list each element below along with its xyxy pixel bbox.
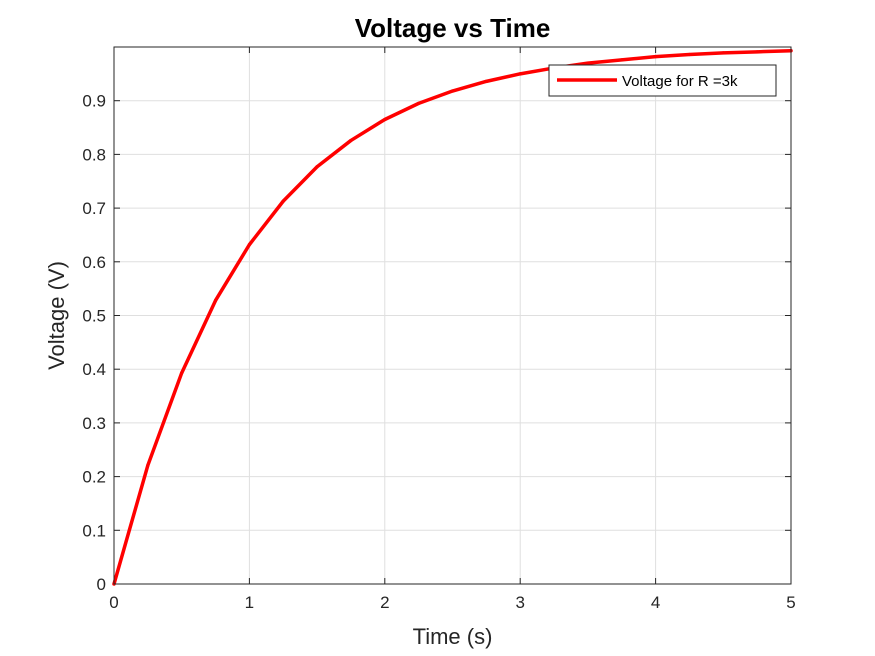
y-tick-label: 0.8 — [82, 145, 106, 164]
grid-lines — [114, 47, 791, 584]
data-point — [620, 58, 624, 62]
y-tick-label: 0 — [97, 575, 106, 594]
data-point — [721, 51, 725, 55]
y-tick-label: 0.1 — [82, 521, 106, 540]
data-point — [349, 138, 353, 143]
x-tick-label: 3 — [515, 593, 524, 612]
x-tick-label: 5 — [786, 593, 795, 612]
x-tick-label: 1 — [245, 593, 254, 612]
x-tick-label: 2 — [380, 593, 389, 612]
data-point — [383, 117, 387, 122]
y-tick-labels: 0 0.1 0.2 0.3 0.4 0.5 0.6 0.7 0.8 0.9 — [82, 92, 106, 594]
legend-entry-voltage: Voltage for R =3k — [622, 73, 738, 90]
y-tick-label: 0.2 — [82, 468, 106, 487]
data-point — [213, 298, 218, 303]
tick-marks — [113, 47, 792, 585]
data-point — [180, 371, 184, 375]
x-tick-label: 0 — [109, 593, 118, 612]
data-point — [654, 55, 658, 59]
y-tick-label: 0.5 — [82, 307, 106, 326]
data-point — [315, 165, 319, 169]
data-point — [687, 52, 692, 57]
legend: Voltage for R =3k — [548, 64, 777, 97]
y-axis-label: Voltage (V) — [44, 261, 69, 370]
data-point — [518, 72, 522, 76]
data-point — [146, 463, 150, 467]
data-point — [417, 101, 421, 105]
data-point — [484, 79, 488, 83]
x-tick-label: 4 — [651, 593, 660, 612]
y-tick-label: 0.9 — [82, 92, 106, 111]
data-point — [586, 61, 590, 65]
y-tick-label: 0.4 — [82, 360, 106, 379]
y-tick-label: 0.6 — [82, 253, 106, 272]
y-tick-label: 0.7 — [82, 199, 106, 218]
data-point — [450, 89, 455, 93]
data-point — [281, 199, 285, 203]
data-point — [247, 243, 251, 247]
data-point — [755, 50, 759, 54]
series-layer — [112, 49, 793, 586]
x-axis-label: Time (s) — [413, 624, 493, 649]
chart-title: Voltage vs Time — [355, 13, 551, 43]
x-tick-labels: 0 1 2 3 4 5 — [109, 593, 795, 612]
y-tick-label: 0.3 — [82, 414, 106, 433]
